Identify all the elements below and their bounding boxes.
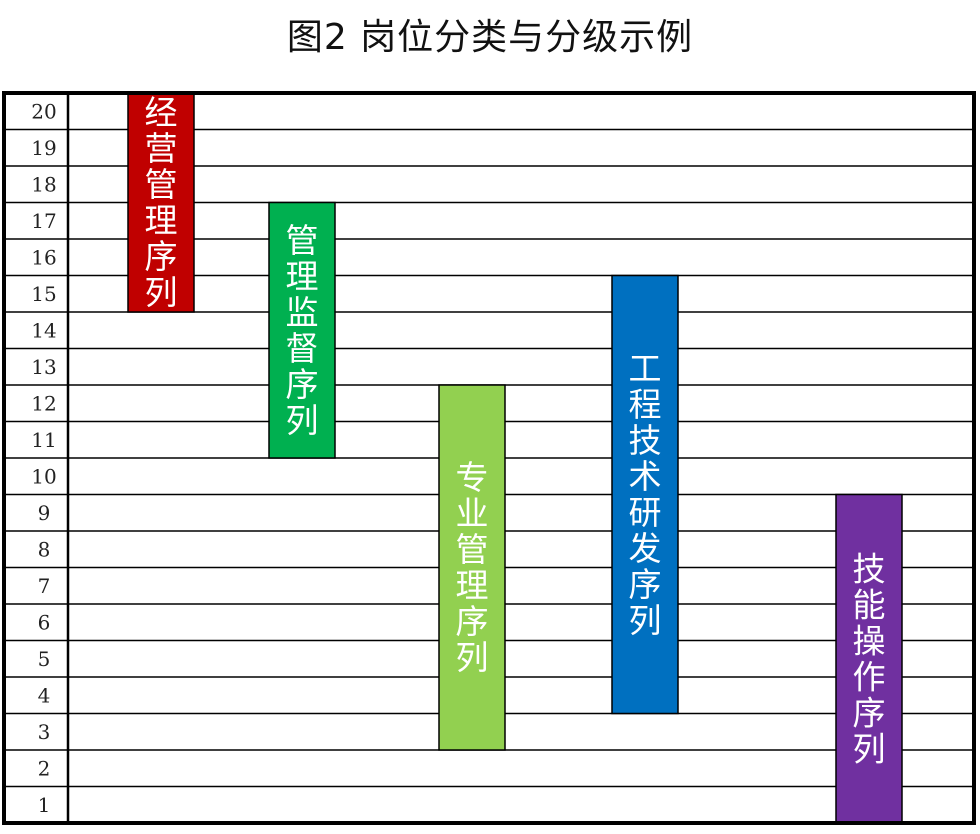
y-tick-label: 3	[38, 720, 51, 744]
y-tick-label: 9	[38, 501, 51, 525]
y-tick-label: 20	[31, 99, 56, 123]
chart-frame	[2, 91, 976, 825]
bar-group: 专业管理序列	[438, 384, 506, 751]
y-tick-label: 7	[38, 574, 51, 598]
bar	[438, 384, 506, 751]
bar-group: 经营管理序列	[127, 92, 195, 313]
y-tick-label: 11	[31, 428, 56, 452]
bar-label: 工程技术研发序列	[629, 349, 662, 640]
bar-group: 管理监督序列	[268, 201, 336, 459]
bar-label: 技能操作序列	[853, 549, 886, 768]
y-tick-label: 6	[38, 610, 51, 634]
y-tick-label: 16	[31, 245, 56, 269]
bar	[611, 274, 679, 715]
y-tick-label: 12	[31, 391, 56, 415]
y-tick-label: 15	[31, 282, 56, 306]
page-title: 图2 岗位分类与分级示例	[286, 17, 694, 58]
bar-group: 工程技术研发序列	[611, 274, 679, 715]
bar-label: 专业管理序列	[456, 458, 489, 677]
y-tick-label: 19	[31, 136, 56, 160]
y-tick-label: 17	[31, 209, 56, 233]
y-tick-label: 18	[31, 172, 56, 196]
y-tick-label: 8	[38, 537, 51, 561]
y-tick-label: 5	[38, 647, 51, 671]
bar-group: 技能操作序列	[835, 493, 903, 824]
bar	[127, 92, 195, 313]
y-tick-label: 10	[31, 464, 56, 488]
y-tick-label: 13	[31, 355, 56, 379]
y-tick-label: 4	[38, 683, 51, 707]
bar	[268, 201, 336, 459]
y-tick-label: 14	[31, 318, 56, 342]
bar-label: 经营管理序列	[145, 93, 178, 312]
y-tick-label: 1	[38, 793, 51, 817]
bar-label: 管理监督序列	[286, 221, 319, 440]
y-tick-label: 2	[38, 756, 51, 780]
